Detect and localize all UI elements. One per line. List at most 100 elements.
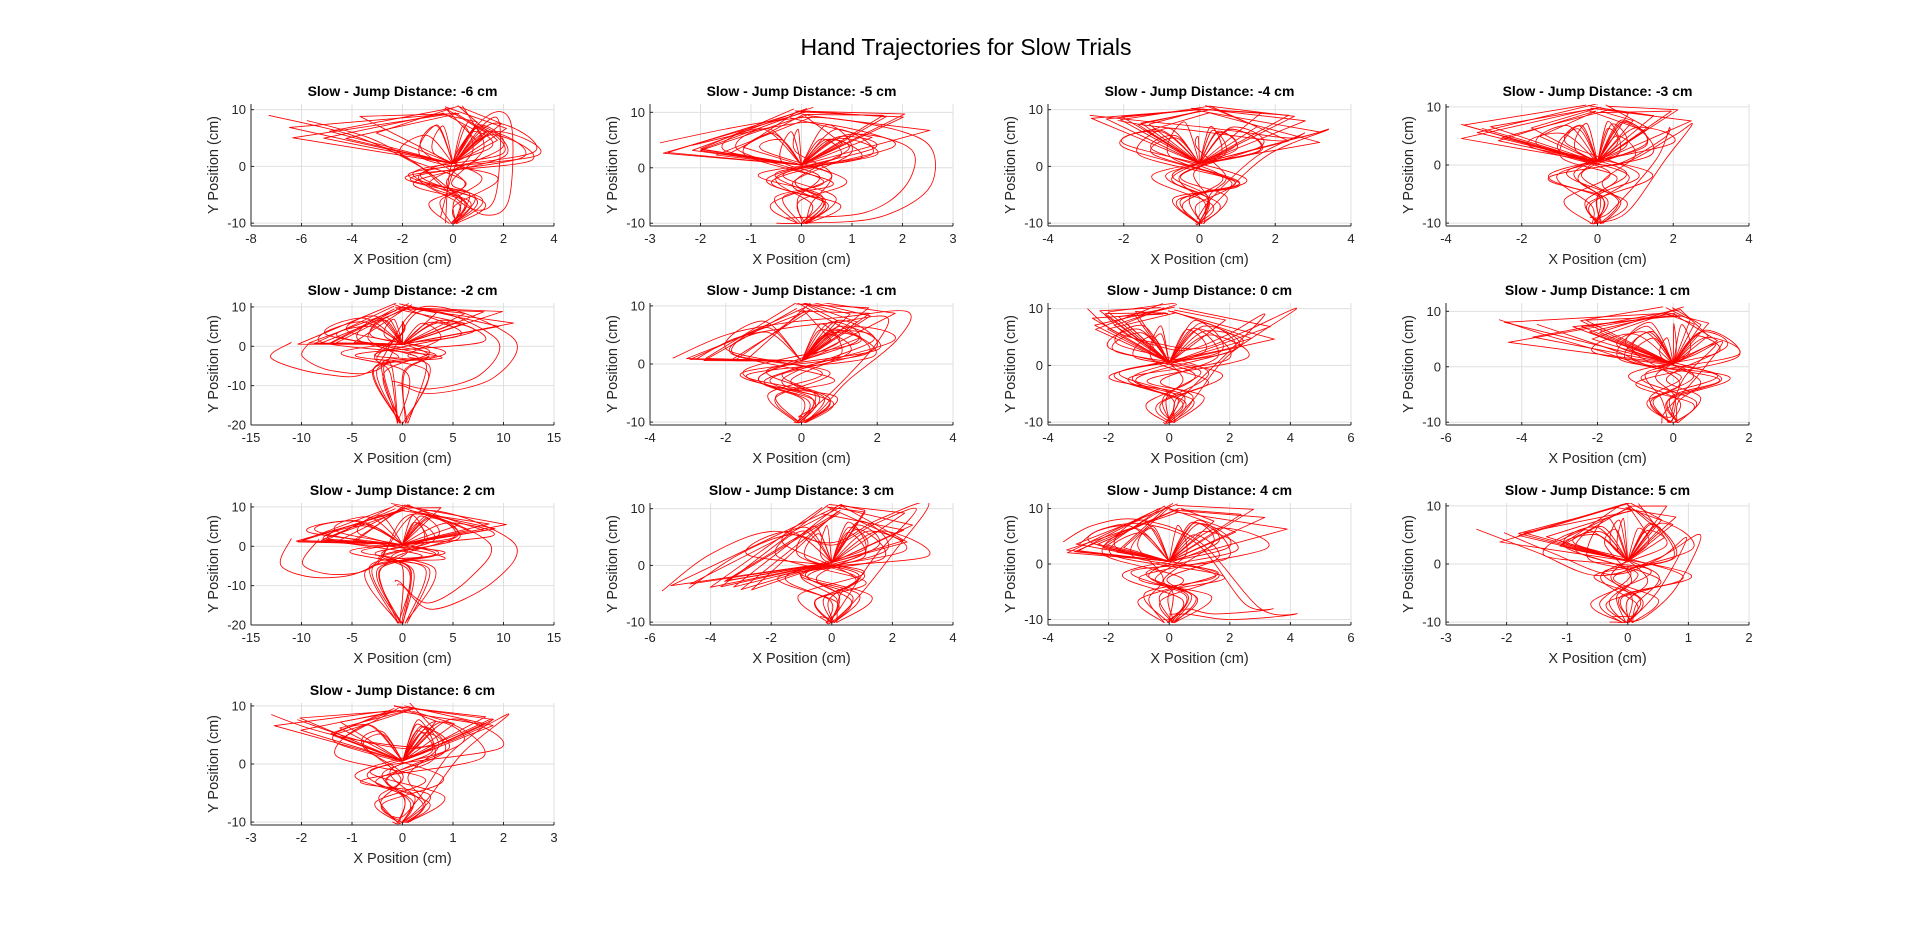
trajectory-lines	[1461, 104, 1693, 225]
y-tick-label: -10	[1024, 415, 1043, 430]
trajectory-line	[386, 721, 465, 824]
y-tick-label: 0	[239, 339, 246, 354]
trajectory-line	[405, 134, 535, 225]
subplot-title: Slow - Jump Distance: 4 cm	[1107, 482, 1292, 498]
subplot: -4 -2 0 2 4 -10 0 10 Slow - Jump Distance: -3 cm…	[1401, 83, 1753, 268]
x-tick-label: 2	[1745, 630, 1752, 645]
trajectory-line	[1591, 333, 1718, 424]
trajectory-line	[1548, 119, 1648, 224]
trajectory-line	[360, 721, 486, 824]
subplot-title: Slow - Jump Distance: 3 cm	[709, 482, 894, 498]
trajectory-line	[792, 128, 833, 224]
trajectory-line	[801, 304, 838, 362]
x-axis-label: X Position (cm)	[353, 252, 451, 268]
trajectory-line	[1160, 327, 1220, 423]
trajectory-line	[1625, 507, 1674, 562]
trajectory-line	[1530, 108, 1598, 163]
trajectory-line	[1067, 507, 1170, 562]
x-tick-label: 0	[399, 630, 406, 645]
trajectory-line	[289, 112, 457, 165]
x-tick-label: 4	[1347, 231, 1354, 246]
y-axis-label: Y Position (cm)	[605, 515, 621, 613]
y-axis-label: Y Position (cm)	[1401, 515, 1417, 613]
x-tick-label: -1	[346, 830, 358, 845]
trajectory-line	[1075, 503, 1178, 562]
trajectory-line	[771, 133, 896, 225]
x-tick-label: 15	[547, 630, 561, 645]
y-tick-label: 0	[1434, 158, 1441, 173]
trajectory-line	[1146, 112, 1210, 164]
x-tick-label: 0	[828, 630, 835, 645]
trajectory-line	[1591, 312, 1674, 365]
trajectory-line	[691, 108, 808, 166]
trajectory-line	[661, 503, 930, 625]
trajectory-line	[375, 726, 447, 823]
x-tick-label: -3	[245, 830, 257, 845]
trajectory-line	[369, 317, 446, 424]
trajectory-line	[742, 110, 802, 166]
trajectory-line	[402, 504, 469, 545]
trajectory-line	[1599, 306, 1684, 365]
trajectory-line	[1090, 109, 1201, 164]
y-axis-label: Y Position (cm)	[1401, 315, 1417, 413]
trajectory-line	[1504, 312, 1674, 365]
trajectory-line	[1151, 128, 1262, 225]
trajectory-line	[1666, 331, 1729, 424]
trajectory-line	[393, 504, 460, 545]
trajectory-line	[1163, 506, 1237, 562]
trajectory-line	[1109, 532, 1225, 624]
trajectory-line	[1166, 121, 1233, 224]
trajectory-line	[279, 510, 518, 610]
trajectory-line	[1563, 534, 1692, 623]
trajectory-line	[442, 112, 475, 164]
trajectory-line	[1199, 109, 1306, 164]
trajectory-line	[402, 705, 494, 762]
trajectory-line	[1134, 313, 1170, 363]
subplot: -15 -10 -5 0 5 10 15 -20 -10 0 10 Slow - Jump Dista…	[206, 282, 561, 467]
trajectory-line	[1078, 508, 1170, 562]
x-tick-label: -2	[1103, 630, 1115, 645]
trajectory-line	[323, 112, 454, 165]
subplot: -4 -2 0 2 4 -10 0 10 Slow - Jump Distance: -4 cm…	[1003, 83, 1355, 268]
trajectory-line	[751, 511, 837, 591]
y-tick-label: 0	[1036, 557, 1043, 572]
trajectory-lines	[1087, 303, 1297, 425]
trajectory-line	[798, 530, 931, 624]
subplot-title: Slow - Jump Distance: -4 cm	[1105, 83, 1295, 99]
trajectory-line	[1498, 319, 1723, 424]
trajectory-line	[746, 329, 877, 423]
x-tick-label: -10	[292, 630, 311, 645]
trajectory-line	[297, 303, 403, 345]
trajectory-line	[1603, 522, 1675, 623]
trajectory-line	[709, 507, 832, 588]
x-axis-label: X Position (cm)	[1150, 252, 1248, 268]
trajectory-lines	[661, 503, 931, 625]
y-tick-label: 10	[1029, 501, 1043, 516]
x-tick-label: -10	[292, 430, 311, 445]
trajectory-lines	[1062, 503, 1298, 624]
trajectory-line	[1508, 312, 1676, 365]
y-tick-label: -10	[227, 578, 246, 593]
x-tick-label: -3	[1440, 630, 1452, 645]
trajectory-line	[1574, 526, 1632, 624]
trajectory-line	[779, 131, 821, 224]
x-tick-label: -2	[720, 430, 732, 445]
trajectory-line	[1169, 511, 1288, 562]
x-axis-label: X Position (cm)	[1548, 252, 1646, 268]
x-tick-label: -5	[346, 430, 358, 445]
x-tick-label: 1	[1685, 630, 1692, 645]
trajectory-line	[1497, 110, 1598, 163]
trajectory-line	[1103, 505, 1170, 562]
x-axis-label: X Position (cm)	[752, 451, 850, 467]
y-tick-label: 10	[232, 499, 246, 514]
subplot-title: Slow - Jump Distance: 5 cm	[1505, 482, 1690, 498]
trajectory-line	[667, 106, 814, 166]
x-tick-label: -6	[296, 231, 308, 246]
x-tick-label: 10	[496, 630, 510, 645]
trajectory-line	[1590, 107, 1692, 163]
x-tick-label: -15	[242, 430, 261, 445]
x-tick-label: -15	[242, 630, 261, 645]
y-tick-label: 10	[631, 105, 645, 120]
